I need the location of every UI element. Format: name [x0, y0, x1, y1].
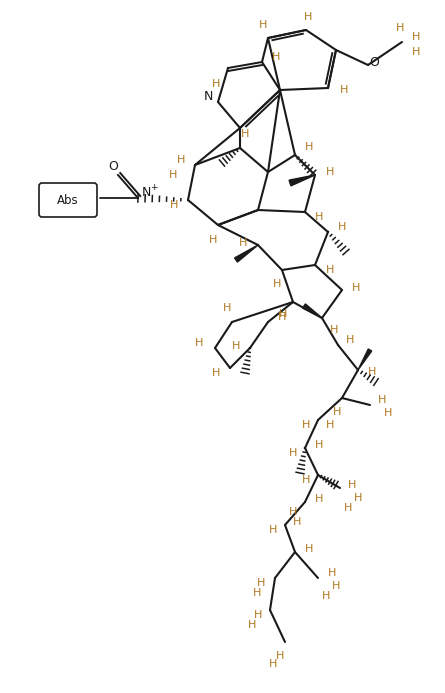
Text: H: H — [326, 420, 334, 430]
Text: H: H — [368, 367, 376, 377]
Text: H: H — [305, 142, 313, 152]
Text: H: H — [305, 544, 313, 554]
Polygon shape — [235, 245, 258, 262]
Text: H: H — [278, 312, 286, 322]
Text: H: H — [253, 588, 261, 598]
Text: H: H — [344, 503, 352, 513]
Text: H: H — [330, 325, 338, 335]
Text: H: H — [326, 167, 334, 177]
Text: H: H — [209, 235, 217, 245]
Text: H: H — [302, 420, 310, 430]
Text: H: H — [239, 238, 247, 248]
Text: H: H — [269, 659, 277, 669]
Text: H: H — [354, 493, 362, 503]
Text: H: H — [257, 578, 265, 588]
Text: H: H — [315, 440, 323, 450]
Polygon shape — [289, 175, 315, 186]
Text: H: H — [302, 475, 310, 485]
Text: H: H — [384, 408, 392, 418]
Text: H: H — [241, 129, 249, 139]
Text: H: H — [279, 309, 287, 319]
Text: H: H — [259, 20, 267, 30]
Text: H: H — [352, 283, 360, 293]
Polygon shape — [358, 349, 372, 370]
Text: H: H — [412, 32, 420, 42]
Text: H: H — [378, 395, 386, 405]
Text: H: H — [293, 517, 301, 527]
Text: H: H — [212, 79, 220, 89]
Text: N: N — [203, 91, 213, 103]
Text: H: H — [322, 591, 330, 601]
Text: H: H — [346, 335, 354, 345]
Text: H: H — [326, 265, 334, 275]
Text: H: H — [333, 407, 341, 417]
Text: H: H — [169, 170, 177, 180]
Text: H: H — [289, 507, 297, 517]
Text: H: H — [232, 341, 240, 351]
Text: H: H — [332, 581, 340, 591]
Text: H: H — [254, 610, 262, 620]
Text: H: H — [276, 651, 284, 661]
Text: H: H — [212, 368, 220, 378]
Text: H: H — [338, 222, 346, 232]
Text: H: H — [412, 47, 420, 57]
FancyBboxPatch shape — [39, 183, 97, 217]
Text: H: H — [340, 85, 348, 95]
Text: H: H — [223, 303, 231, 313]
Text: H: H — [272, 52, 280, 62]
Text: O: O — [108, 161, 118, 173]
Text: H: H — [269, 525, 277, 535]
Text: H: H — [177, 155, 185, 165]
Text: H: H — [328, 568, 336, 578]
Text: Abs: Abs — [57, 193, 79, 207]
Text: +: + — [150, 182, 158, 191]
Text: H: H — [289, 448, 297, 458]
Text: H: H — [273, 279, 281, 289]
Polygon shape — [303, 304, 322, 318]
Text: H: H — [396, 23, 404, 33]
Text: H: H — [304, 12, 312, 22]
Text: H: H — [315, 494, 323, 504]
Text: O: O — [369, 57, 379, 69]
Text: N: N — [142, 186, 151, 198]
Text: H: H — [315, 212, 323, 222]
Text: H: H — [170, 200, 178, 210]
Text: H: H — [248, 620, 256, 630]
Text: H: H — [348, 480, 356, 490]
Text: H: H — [195, 338, 203, 348]
